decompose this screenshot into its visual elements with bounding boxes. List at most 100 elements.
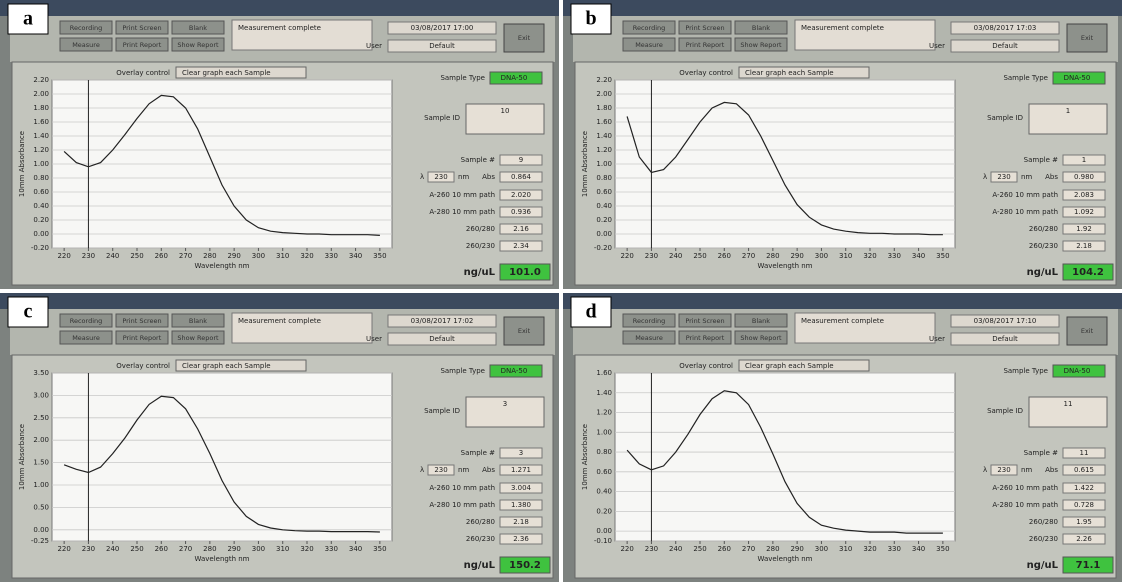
x-tick-label: 290 <box>227 252 240 260</box>
x-tick-label: 250 <box>130 252 143 260</box>
conc-label: ng/uL <box>1027 267 1059 278</box>
y-tick-label: 0.50 <box>33 503 49 511</box>
x-axis-title: Wavelength nm <box>194 262 249 270</box>
x-tick-label: 340 <box>349 545 362 553</box>
a280: 0.728 <box>1074 501 1094 509</box>
nm-label: nm <box>1021 173 1032 181</box>
button-label: Measure <box>635 41 663 49</box>
ratio-260-280-label: 260/280 <box>1029 518 1058 526</box>
button-label: Measure <box>635 334 663 342</box>
x-tick-label: 280 <box>203 545 216 553</box>
x-tick-label: 300 <box>252 252 265 260</box>
button-label: Blank <box>752 24 770 32</box>
plot-area <box>52 373 392 541</box>
ratio-260-230: 2.18 <box>1076 242 1092 250</box>
x-tick-label: 260 <box>155 252 168 260</box>
user: Default <box>992 42 1018 50</box>
x-tick-label: 320 <box>863 545 876 553</box>
button-label: Print Screen <box>685 24 724 32</box>
y-tick-label: 1.50 <box>33 459 49 467</box>
a260-label: A-260 10 mm path <box>992 484 1058 492</box>
button-label: Blank <box>189 24 207 32</box>
y-axis-title: 10mm Absorbance <box>18 424 26 490</box>
abs: 0.615 <box>1074 466 1094 474</box>
sample-id-label: Sample ID <box>424 114 460 122</box>
title-bar <box>563 0 1122 16</box>
conc-label: ng/uL <box>464 560 496 571</box>
sample-num: 1 <box>1082 156 1086 164</box>
user-label: User <box>366 42 382 50</box>
ratio-260-230-label: 260/230 <box>1029 242 1058 250</box>
x-axis-title: Wavelength nm <box>757 555 812 563</box>
y-tick-label: 1.20 <box>596 409 612 417</box>
x-tick-label: 220 <box>57 252 70 260</box>
a260: 3.004 <box>511 484 532 492</box>
a260: 1.422 <box>1074 484 1094 492</box>
x-tick-label: 220 <box>57 545 70 553</box>
button-label: Blank <box>189 317 207 325</box>
y-tick-label: 0.60 <box>33 188 49 196</box>
x-tick-label: 340 <box>349 252 362 260</box>
y-tick-label: 0.80 <box>596 448 612 456</box>
ratio-260-230: 2.34 <box>513 242 529 250</box>
y-tick-label: 1.80 <box>596 104 612 112</box>
y-tick-label: 2.20 <box>33 76 49 84</box>
lambda: 230 <box>434 173 447 181</box>
nm-label: nm <box>1021 466 1032 474</box>
x-tick-label: 310 <box>839 545 852 553</box>
abs: 0.864 <box>511 173 532 181</box>
overlay-label: Overlay control <box>116 69 170 77</box>
x-tick-label: 270 <box>742 545 755 553</box>
y-tick-label: 1.60 <box>596 369 612 377</box>
x-tick-label: 230 <box>645 252 658 260</box>
ratio-260-280: 1.92 <box>1076 225 1092 233</box>
y-axis-title: 10mm Absorbance <box>18 131 26 197</box>
y-tick-label: 0.80 <box>33 174 49 182</box>
status: Measurement complete <box>238 317 321 325</box>
y-tick-label: 0.80 <box>596 174 612 182</box>
x-tick-label: 270 <box>179 252 192 260</box>
y-tick-label: 2.00 <box>33 90 49 98</box>
x-tick-label: 330 <box>888 545 901 553</box>
x-tick-label: 320 <box>300 252 313 260</box>
sample-type: DNA-50 <box>1064 74 1091 82</box>
x-tick-label: 270 <box>742 252 755 260</box>
button-label: Print Screen <box>122 24 161 32</box>
status: Measurement complete <box>238 24 321 32</box>
y-tick-label: -0.10 <box>594 537 612 545</box>
ratio-260-230-label: 260/230 <box>466 535 495 543</box>
lambda: 230 <box>997 173 1010 181</box>
y-tick-label: 2.50 <box>33 414 49 422</box>
x-tick-label: 260 <box>718 545 731 553</box>
x-tick-label: 310 <box>276 252 289 260</box>
y-tick-label: 0.40 <box>596 202 612 210</box>
x-tick-label: 220 <box>620 252 633 260</box>
overlay-value: Clear graph each Sample <box>745 362 834 370</box>
y-tick-label: 3.50 <box>33 369 49 377</box>
y-tick-label: 0.40 <box>596 488 612 496</box>
title-bar <box>563 293 1122 309</box>
overlay-label: Overlay control <box>679 69 733 77</box>
overlay-value: Clear graph each Sample <box>182 69 271 77</box>
y-tick-label: 1.00 <box>33 160 49 168</box>
button-label: Print Screen <box>685 317 724 325</box>
ratio-260-280: 2.18 <box>513 518 529 526</box>
panel: RecordingPrint ScreenBlankMeasurePrint R… <box>563 293 1122 582</box>
x-tick-label: 280 <box>203 252 216 260</box>
panel-letter: d <box>585 301 596 323</box>
sample-type-label: Sample Type <box>1003 74 1048 82</box>
button-label: Recording <box>70 317 103 325</box>
user-label: User <box>929 42 945 50</box>
sample-num: 11 <box>1080 449 1089 457</box>
ratio-260-280: 2.16 <box>513 225 529 233</box>
x-tick-label: 230 <box>82 545 95 553</box>
panel: RecordingPrint ScreenBlankMeasurePrint R… <box>0 0 559 289</box>
exit-label: Exit <box>1081 327 1094 335</box>
sample-num: 9 <box>519 156 523 164</box>
x-tick-label: 350 <box>936 252 949 260</box>
lambda-label: λ <box>420 466 424 474</box>
x-tick-label: 250 <box>693 252 706 260</box>
ratio-260-230-label: 260/230 <box>466 242 495 250</box>
y-tick-label: 1.00 <box>596 428 612 436</box>
sample-num-label: Sample # <box>1024 156 1058 164</box>
